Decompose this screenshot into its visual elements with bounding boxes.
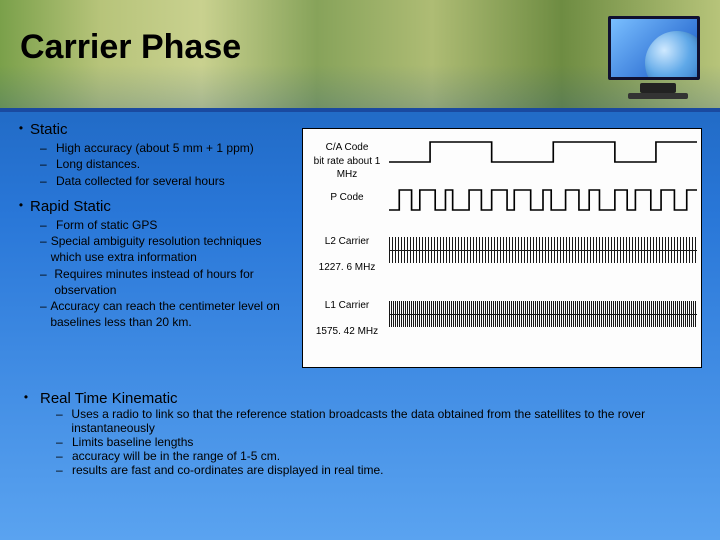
diagram-label-l2-sub: 1227. 6 MHz: [307, 261, 387, 275]
dash-icon: –: [40, 217, 56, 233]
monitor-graphic: [608, 16, 708, 102]
list-item: –Requires minutes instead of hours for o…: [40, 266, 292, 298]
section-rtk-list: –Uses a radio to link so that the refere…: [12, 407, 708, 477]
diagram-label-l1-sub: 1575. 42 MHz: [307, 325, 387, 339]
section-rtk-header: • Real Time Kinematic: [12, 390, 708, 407]
list-item: –results are fast and co-ordinates are d…: [56, 463, 708, 477]
dash-icon: –: [40, 140, 56, 156]
section-rapid-static-list: –Form of static GPS –Special ambiguity r…: [12, 217, 292, 330]
l2-carrier-waveform: [389, 237, 697, 263]
diagram-label-l1: L1 Carrier 1575. 42 MHz: [307, 299, 387, 338]
diagram-label-ca-sub: bit rate about 1 MHz: [307, 155, 387, 182]
diagram-label-l2-title: L2 Carrier: [307, 235, 387, 249]
list-item-text: Requires minutes instead of hours for ob…: [54, 266, 292, 298]
dash-icon: –: [40, 173, 56, 189]
dash-icon: –: [40, 298, 50, 330]
list-item: –Limits baseline lengths: [56, 435, 708, 449]
list-item-text: results are fast and co-ordinates are di…: [72, 463, 384, 477]
list-item: –Special ambiguity resolution techniques…: [40, 233, 292, 265]
bullet-dot-icon: •: [12, 197, 30, 217]
list-item: –High accuracy (about 5 mm + 1 ppm): [40, 140, 292, 156]
section-rtk-title: Real Time Kinematic: [40, 390, 178, 407]
monitor-base: [628, 93, 688, 99]
left-column: • Static –High accuracy (about 5 mm + 1 …: [12, 120, 292, 330]
monitor-screen: [608, 16, 700, 80]
list-item-text: accuracy will be in the range of 1-5 cm.: [72, 449, 280, 463]
slide-title: Carrier Phase: [20, 28, 241, 67]
section-rapid-static-title: Rapid Static: [30, 197, 111, 217]
p-code-waveform: [389, 185, 697, 215]
section-rapid-static: • Rapid Static: [12, 197, 292, 217]
list-item: –Uses a radio to link so that the refere…: [56, 407, 708, 435]
section-static-title: Static: [30, 120, 68, 140]
diagram-label-l1-title: L1 Carrier: [307, 299, 387, 313]
section-static: • Static: [12, 120, 292, 140]
list-item-text: Form of static GPS: [56, 217, 157, 233]
diagram-label-column: C/A Code bit rate about 1 MHz P Code L2 …: [307, 129, 387, 367]
diagram-label-ca-title: C/A Code: [307, 141, 387, 155]
list-item-text: Long distances.: [56, 156, 140, 172]
l1-carrier-waveform: [389, 301, 697, 327]
bullet-dot-icon: •: [12, 120, 30, 140]
dash-icon: –: [40, 233, 51, 265]
dash-icon: –: [56, 463, 72, 477]
dash-icon: –: [56, 449, 72, 463]
list-item: –accuracy will be in the range of 1-5 cm…: [56, 449, 708, 463]
list-item-text: High accuracy (about 5 mm + 1 ppm): [56, 140, 254, 156]
dash-icon: –: [56, 407, 71, 435]
globe-graphic: [645, 31, 700, 80]
diagram-label-p-title: P Code: [307, 191, 387, 205]
bullet-dot-icon: •: [12, 390, 40, 407]
list-item-text: Accuracy can reach the centimeter level …: [50, 298, 292, 330]
dash-icon: –: [40, 266, 54, 298]
diagram-wave-column: [389, 129, 697, 367]
diagram-label-ca: C/A Code bit rate about 1 MHz: [307, 141, 387, 182]
list-item-text: Data collected for several hours: [56, 173, 225, 189]
list-item: –Long distances.: [40, 156, 292, 172]
monitor-stand: [640, 83, 676, 93]
ca-code-waveform: [389, 137, 697, 167]
list-item: –Form of static GPS: [40, 217, 292, 233]
list-item-text: Special ambiguity resolution techniques …: [51, 233, 292, 265]
section-static-list: –High accuracy (about 5 mm + 1 ppm) –Lon…: [12, 140, 292, 189]
gps-signals-diagram: C/A Code bit rate about 1 MHz P Code L2 …: [302, 128, 702, 368]
section-rtk: • Real Time Kinematic –Uses a radio to l…: [12, 390, 708, 477]
list-item-text: Limits baseline lengths: [72, 435, 193, 449]
list-item-text: Uses a radio to link so that the referen…: [71, 407, 708, 435]
dash-icon: –: [40, 156, 56, 172]
list-item: –Data collected for several hours: [40, 173, 292, 189]
dash-icon: –: [56, 435, 72, 449]
diagram-label-l2: L2 Carrier 1227. 6 MHz: [307, 235, 387, 274]
list-item: –Accuracy can reach the centimeter level…: [40, 298, 292, 330]
diagram-label-p: P Code: [307, 191, 387, 205]
